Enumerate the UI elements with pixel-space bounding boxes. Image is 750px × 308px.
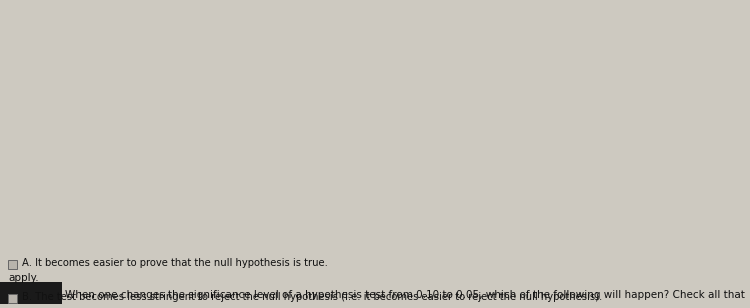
Text: B. The test becomes less stringent to reject the null hypothesis (i.e. it become: B. The test becomes less stringent to re…: [22, 293, 602, 302]
Text: A. It becomes easier to prove that the null hypothesis is true.: A. It becomes easier to prove that the n…: [22, 258, 328, 269]
Bar: [0, 282, 62, 304]
Text: When one changes the significance level of a hypothesis test from 0.10 to 0.05, : When one changes the significance level …: [65, 290, 745, 300]
Bar: [8, 260, 17, 269]
Text: apply.: apply.: [8, 273, 39, 283]
Bar: [8, 294, 17, 303]
